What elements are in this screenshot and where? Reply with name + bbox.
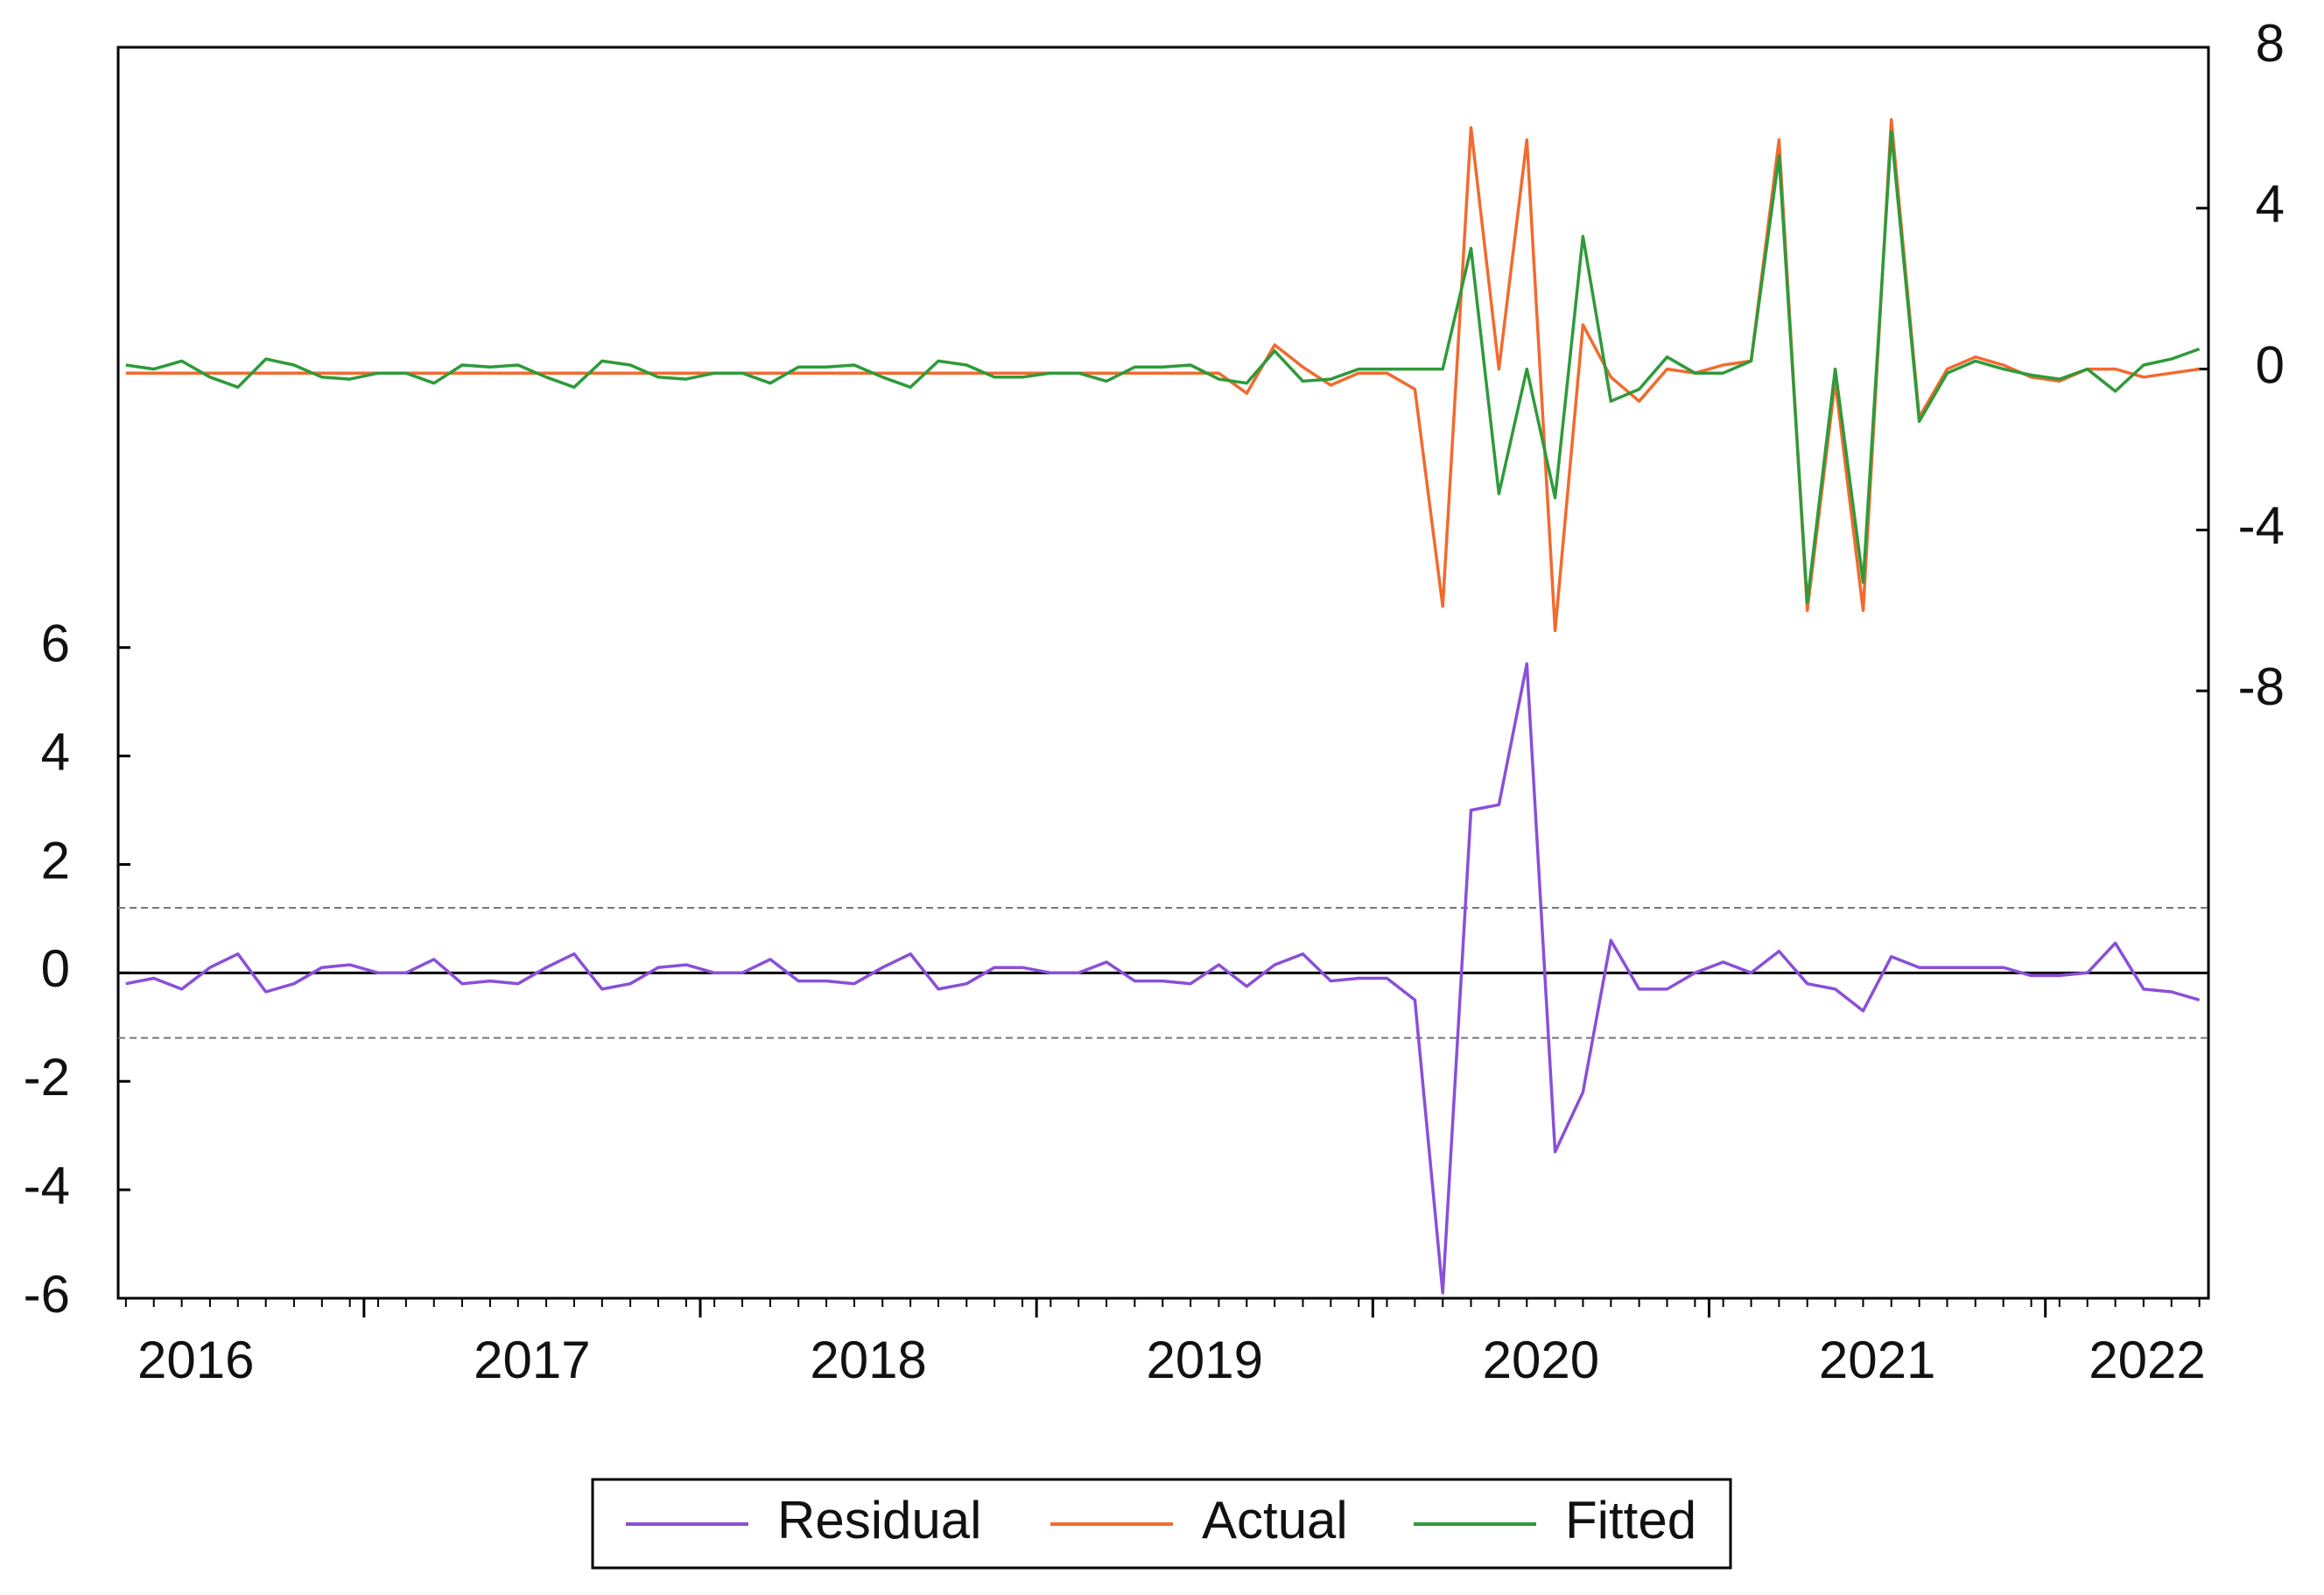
y2-tick-label: 0 — [2256, 335, 2285, 394]
y-tick-label: 2 — [41, 831, 70, 889]
x-tick-label: 2016 — [137, 1331, 254, 1389]
x-tick-label: 2021 — [1819, 1331, 1935, 1389]
series-line — [125, 662, 2201, 1295]
series-line — [125, 130, 2201, 604]
legend-label: Fitted — [1565, 1491, 1696, 1549]
y2-tick-label: -4 — [2238, 496, 2285, 555]
series-line — [125, 117, 2200, 633]
y2-tick-label: -8 — [2238, 657, 2285, 716]
legend-label: Actual — [1202, 1491, 1348, 1549]
y2-tick-label: 4 — [2256, 175, 2285, 234]
y-tick-label: 6 — [41, 615, 70, 673]
legend-label: Residual — [777, 1491, 981, 1549]
x-tick-label: 2020 — [1483, 1331, 1599, 1389]
x-tick-label: 2018 — [810, 1331, 926, 1389]
y-tick-label: -6 — [24, 1265, 70, 1324]
y-tick-label: 0 — [41, 939, 70, 998]
y-tick-label: 4 — [41, 722, 70, 781]
y-tick-label: -2 — [24, 1048, 70, 1107]
x-tick-label: 2019 — [1147, 1331, 1263, 1389]
y-tick-label: -4 — [24, 1156, 70, 1215]
x-tick-label: 2022 — [2089, 1331, 2205, 1389]
y2-tick-label: 8 — [2256, 14, 2285, 73]
x-tick-label: 2017 — [474, 1331, 590, 1389]
